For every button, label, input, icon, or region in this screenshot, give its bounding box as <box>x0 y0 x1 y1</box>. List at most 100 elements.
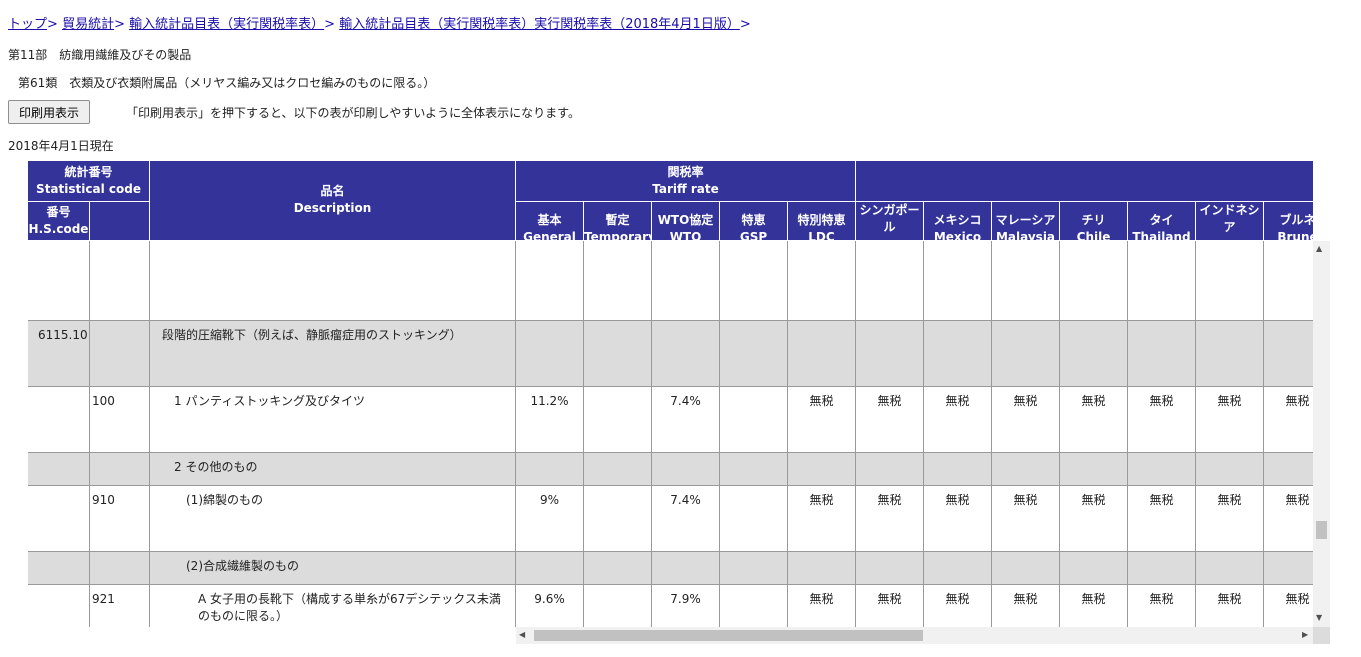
cell-rate <box>924 453 992 486</box>
cell-rate: 無税 <box>992 585 1060 627</box>
header-label: GSP <box>739 230 768 241</box>
cell-rate: 無税 <box>924 486 992 552</box>
rate-value: 無税 <box>1013 592 1038 606</box>
cell-stat-code <box>90 453 150 486</box>
scroll-down-arrow-icon[interactable]: ▼ <box>1316 613 1323 622</box>
cell-rate: 9.6% <box>516 585 584 627</box>
rate-value: 無税 <box>1285 493 1310 507</box>
rate-value: 無税 <box>877 592 902 606</box>
cell-rate <box>652 321 720 387</box>
cell-hs-code <box>28 241 90 321</box>
vertical-scroll-thumb[interactable] <box>1316 521 1327 539</box>
cell-stat-code <box>90 241 150 321</box>
breadcrumb-link[interactable]: 輸入統計品目表（実行関税率表）実行関税率表（2018年4月1日版） <box>339 17 740 32</box>
cell-rate: 無税 <box>924 585 992 627</box>
scroll-corner <box>1313 627 1330 644</box>
cell-rate: 無税 <box>1196 486 1264 552</box>
print-view-button[interactable]: 印刷用表示 <box>8 100 90 124</box>
header-label: 特別特恵 <box>797 213 846 227</box>
scroll-left-arrow-icon[interactable]: ◀ <box>519 630 526 639</box>
header-label: Brune <box>1277 230 1313 241</box>
scroll-up-arrow-icon[interactable]: ▲ <box>1316 244 1323 253</box>
header-tariff-rate: 関税率 Tariff rate <box>516 161 856 202</box>
cell-rate <box>788 453 856 486</box>
breadcrumb-link[interactable]: 貿易統計 <box>62 17 115 32</box>
header-label: Mexico <box>933 230 982 241</box>
cell-rate <box>1264 552 1313 585</box>
breadcrumb-link[interactable]: 輸入統計品目表（実行関税率表） <box>129 17 325 32</box>
rate-value: 7.4% <box>670 394 701 408</box>
cell-description: A 女子用の長靴下（構成する単糸が67デシテックス未満のものに限る。） <box>150 585 516 627</box>
cell-rate <box>652 241 720 321</box>
rate-value: 無税 <box>809 592 834 606</box>
description-value: (2)合成繊維製のもの <box>186 559 299 573</box>
description-value: 段階的圧縮靴下（例えば、静脈瘤症用のストッキング） <box>162 328 462 342</box>
cell-stat-code: 921 <box>90 585 150 627</box>
vertical-scrollbar[interactable] <box>1313 241 1330 627</box>
cell-rate: 無税 <box>1196 387 1264 453</box>
stat-code-value: 910 <box>92 493 115 507</box>
cell-rate <box>1196 321 1264 387</box>
header-rate-col: 暫定 Temporary <box>584 202 652 241</box>
cell-rate: 無税 <box>992 387 1060 453</box>
header-rate-col: 基本 General <box>516 202 584 241</box>
cell-rate <box>1060 241 1128 321</box>
cell-hs-code <box>28 552 90 585</box>
cell-rate <box>992 552 1060 585</box>
cell-rate <box>720 321 788 387</box>
rate-value: 9.6% <box>534 592 565 606</box>
rate-value: 無税 <box>1081 493 1106 507</box>
breadcrumb: トップ> 貿易統計> 輸入統計品目表（実行関税率表）> 輸入統計品目表（実行関税… <box>8 13 751 32</box>
breadcrumb-separator: > <box>739 17 751 32</box>
cell-rate <box>516 453 584 486</box>
cell-rate: 無税 <box>856 486 924 552</box>
cell-rate: 9% <box>516 486 584 552</box>
header-rate-col: シンガポール <box>856 202 924 241</box>
description-value: 1 パンティストッキング及びタイツ <box>174 394 365 408</box>
scroll-right-arrow-icon[interactable]: ▶ <box>1302 630 1309 639</box>
cell-rate: 無税 <box>788 387 856 453</box>
breadcrumb-link[interactable]: トップ <box>8 17 48 32</box>
cell-rate <box>1196 241 1264 321</box>
header-rate-col: チリ Chile <box>1060 202 1128 241</box>
cell-rate <box>516 552 584 585</box>
cell-rate <box>584 321 652 387</box>
rate-value: 無税 <box>945 493 970 507</box>
header-rate-col: 特恵 GSP <box>720 202 788 241</box>
horizontal-scroll-thumb[interactable] <box>534 630 923 641</box>
rate-value: 無税 <box>1149 493 1174 507</box>
rate-value: 無税 <box>809 493 834 507</box>
cell-rate: 11.2% <box>516 387 584 453</box>
header-hs-code: 番号 H.S.code <box>28 202 90 241</box>
header-label: 品名 <box>320 184 345 198</box>
cell-rate <box>584 241 652 321</box>
breadcrumb-separator: > <box>114 17 125 32</box>
header-label: 暫定 <box>605 213 630 227</box>
rate-value: 7.9% <box>670 592 701 606</box>
cell-rate: 無税 <box>856 387 924 453</box>
stat-code-value: 100 <box>92 394 115 408</box>
rate-value: 無税 <box>1081 592 1106 606</box>
header-rate-col: ブルネ Brune <box>1264 202 1313 241</box>
cell-rate <box>720 387 788 453</box>
cell-rate <box>1128 552 1196 585</box>
section-title: 第11部 紡織用繊維及びその製品 <box>8 48 192 62</box>
cell-rate <box>516 321 584 387</box>
cell-rate <box>924 241 992 321</box>
header-label: LDC <box>808 230 835 241</box>
header-label: Temporary <box>584 230 652 241</box>
header-label: 統計番号 <box>64 165 113 179</box>
rate-value: 無税 <box>877 394 902 408</box>
cell-rate: 無税 <box>1264 387 1313 453</box>
cell-stat-code <box>90 552 150 585</box>
header-label: メキシコ <box>933 213 982 227</box>
rate-value: 無税 <box>1217 493 1242 507</box>
header-label: インドネシ <box>1199 203 1260 217</box>
header-label: 基本 <box>537 213 562 227</box>
header-rate-col: メキシコ Mexico <box>924 202 992 241</box>
rate-value: 無税 <box>1081 394 1106 408</box>
header-description: 品名 Description <box>150 161 516 241</box>
stat-code-value: 921 <box>92 592 115 606</box>
cell-rate <box>856 453 924 486</box>
cell-rate <box>584 552 652 585</box>
